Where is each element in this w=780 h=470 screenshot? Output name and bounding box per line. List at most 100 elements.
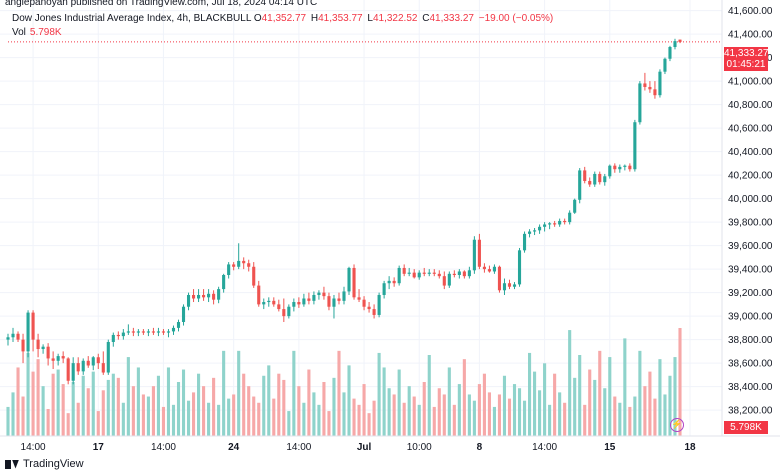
volume-bar [658,359,662,436]
candle-body [111,334,115,342]
time-tick-label: 10:00 [407,442,432,453]
candle-body [161,331,166,333]
candle-body [538,226,542,231]
candle-body [402,267,406,274]
bar-countdown: 01:45:21 [726,59,766,70]
candle-body [412,272,416,278]
price-tick-label: 40,800.00 [728,100,773,111]
candle-body [181,306,186,323]
candle-body [302,298,306,305]
candle-body [427,272,431,274]
candle-body [492,266,497,272]
candle-body [618,166,622,170]
volume-bar [171,404,176,436]
volume-bar [397,369,401,436]
candle-body [101,363,105,373]
volume-bar [232,394,236,436]
volume-bar [502,375,507,436]
volume-bar [412,396,416,436]
price-tick-label: 40,600.00 [728,124,773,135]
candle-body [131,331,135,333]
candle-body [237,260,241,267]
candle-body [332,298,336,307]
time-tick-label: Jul [357,442,372,453]
candle-body [347,267,351,292]
volume-bar [367,413,371,436]
volume-bar [131,386,135,436]
candle-body [593,173,597,185]
candle-body [502,283,507,291]
volume-bar [432,406,436,436]
volume-bar [548,404,552,436]
candle-body [407,272,411,274]
price-tick-label: 41,600.00 [728,6,773,17]
symbol-title[interactable]: Dow Jones Industrial Average Index, 4h, … [12,13,252,24]
volume-bar [126,357,130,436]
time-tick-label: 18 [684,442,696,453]
volume-bar [452,404,456,436]
volume-bar [287,411,291,436]
volume-bar [156,375,161,436]
volume-bar [362,384,366,436]
volume-bar [487,392,491,436]
candle-body [297,302,301,305]
volume-bar [31,371,35,436]
volume-bar [578,355,582,436]
candle-body [252,266,256,286]
candle-body [272,300,276,305]
candle-body [46,346,50,359]
candle-body [357,297,361,300]
volume-bar [337,350,341,436]
volume-bar [457,384,461,436]
volume-bar [257,402,261,436]
candle-body [387,280,391,284]
candle-body [317,292,321,295]
volume-bar [317,404,321,436]
price-tick-label: 38,600.00 [728,359,773,370]
candle-body [232,264,236,267]
volume-bar [302,402,306,436]
volume-bar [663,394,667,436]
volume-bar [6,406,10,436]
volume-bar [46,409,50,436]
candle-body [422,272,426,274]
candle-body [397,267,401,284]
candle-body [156,331,161,333]
volume-bar [307,369,311,436]
volume-bar [252,396,256,436]
candle-body [477,239,481,267]
volume-bar [558,392,562,436]
volume-bar [41,386,45,436]
volume-bar [237,350,241,436]
volume-bar [217,404,221,436]
candle-body [668,47,672,59]
candle-body [432,272,436,274]
volume-bar [101,390,105,436]
volume-bar [51,373,55,436]
volume-bar [11,392,15,436]
volume-bar [593,379,597,436]
time-axis: 14:00 17 14:00 24 14:00 Jul 10:00 8 14:00 15 18 [21,442,696,453]
price-tick-label: 39,800.00 [728,218,773,229]
candle-body [257,285,261,305]
candle-body [337,298,341,301]
footer-brand: TradingView [5,458,84,470]
candle-body [583,170,587,181]
volume-bar [598,350,602,436]
candle-body [16,333,20,340]
candle-body [191,294,196,299]
candle-body [126,331,130,333]
volume-bar [242,373,246,436]
volume-bar [392,394,396,436]
candle-body [141,331,145,333]
volume-bar [643,386,647,436]
candle-body [663,58,667,72]
volume-bar [222,350,226,436]
lightning-icon[interactable]: ⚡ [670,418,684,432]
candle-body [648,86,652,90]
volume-bar [472,400,476,436]
volume-bar [603,388,607,436]
volume-bar [332,377,336,436]
candle-body [116,334,120,337]
